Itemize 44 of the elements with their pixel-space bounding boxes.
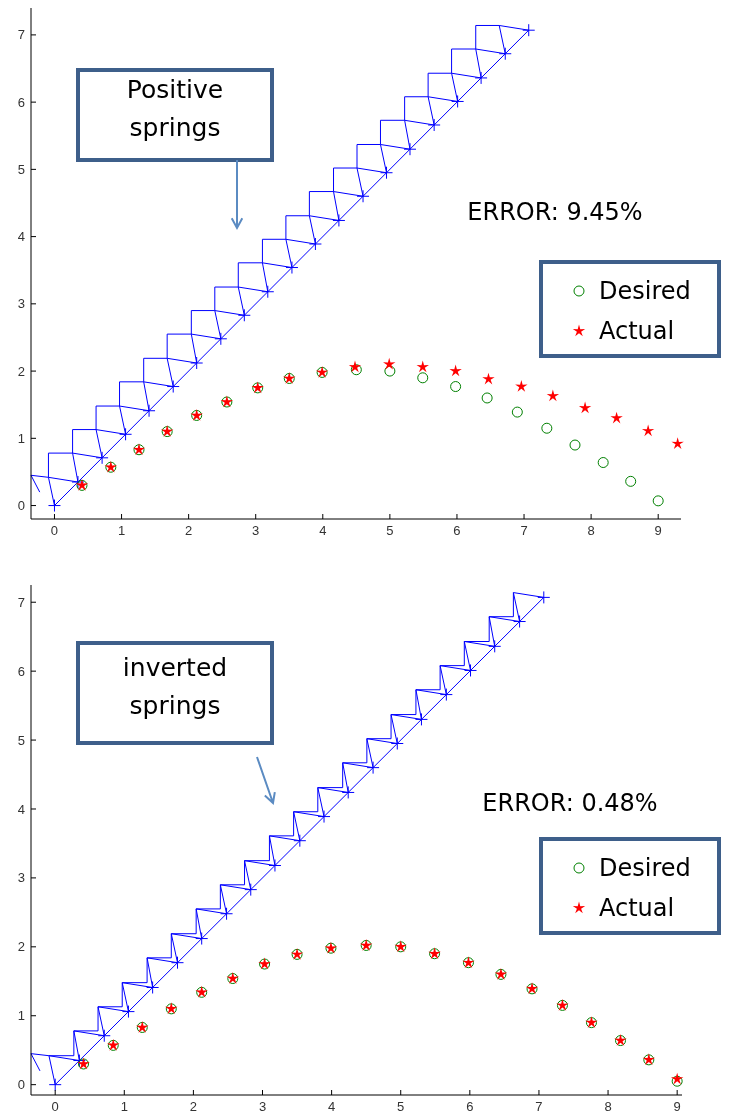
x-tick-label: 6 [466,1099,474,1114]
y-tick-label: 0 [17,498,25,514]
x-tick-label: 7 [520,523,528,538]
x-tick-label: 1 [120,1099,128,1114]
y-tick-label: 5 [17,161,25,177]
y-tick-label: 1 [17,1008,25,1024]
x-tick-label: 5 [397,1099,405,1114]
legend-label: Actual [599,317,675,346]
y-tick-label: 2 [17,939,25,955]
y-tick-label: 1 [17,430,25,446]
x-tick-label: 4 [319,523,327,538]
x-tick-label: 0 [50,523,59,538]
y-tick-label: 2 [17,363,25,379]
x-tick-label: 2 [185,523,193,538]
x-tick-label: 0 [51,1099,59,1114]
x-tick-label: 1 [117,523,126,538]
annotation: Positive springs [126,75,224,142]
x-tick-label: 4 [328,1099,336,1114]
y-tick-label: 7 [17,594,25,610]
annotation: ERROR: 0.48% [482,789,658,817]
x-tick-label: 2 [189,1099,198,1114]
x-tick-label: 9 [673,1099,681,1114]
y-tick-label: 0 [17,1077,25,1093]
x-tick-label: 3 [252,523,260,538]
y-tick-label: 7 [17,27,25,43]
y-tick-label: 5 [17,732,25,748]
y-tick-label: 3 [17,870,25,886]
annotation: inverted springs [122,653,228,720]
legend-label: Desired [599,277,691,306]
y-tick-label: 4 [17,229,25,245]
legend-label: Actual [599,894,675,923]
annotation: ERROR: 9.45% [467,198,643,226]
x-tick-label: 3 [258,1099,267,1114]
x-tick-label: 8 [587,523,595,538]
x-tick-label: 7 [535,1099,543,1114]
legend-label: Desired [599,854,691,883]
x-tick-label: 8 [604,1099,612,1114]
y-tick-label: 4 [17,801,25,817]
x-tick-label: 9 [654,523,662,538]
y-tick-label: 6 [17,94,25,110]
y-tick-label: 6 [17,663,25,679]
x-tick-label: 5 [386,523,394,538]
x-tick-label: 6 [453,523,461,538]
y-tick-label: 3 [17,296,25,312]
